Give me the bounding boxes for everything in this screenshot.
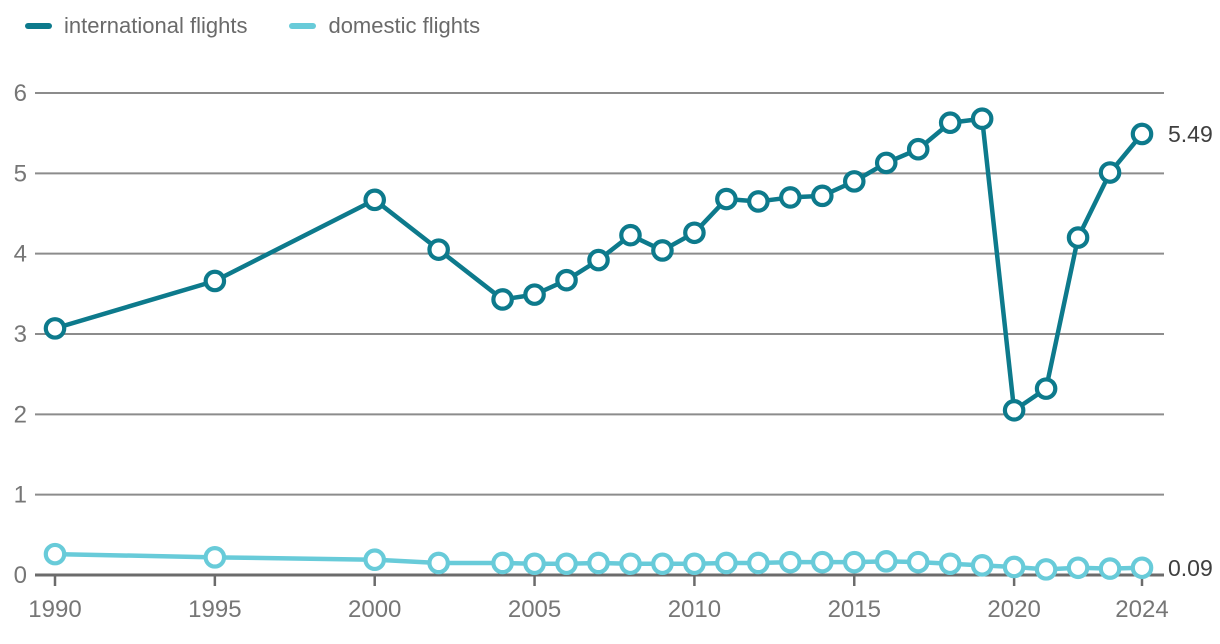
end-label-international: 5.49 [1168, 121, 1213, 147]
y-tick-label: 5 [14, 160, 27, 187]
data-point-domestic-2016 [874, 550, 898, 573]
data-point-international-2017 [906, 137, 930, 161]
y-tick-label: 2 [14, 401, 27, 428]
data-point-international-1990 [43, 317, 67, 340]
data-point-domestic-2007 [587, 551, 610, 575]
data-point-domestic-2015 [842, 550, 866, 574]
data-point-international-2013 [779, 186, 802, 209]
legend: international flights domestic flights [25, 15, 480, 37]
y-tick-label: 0 [14, 562, 27, 589]
data-point-domestic-1995 [203, 546, 227, 569]
data-point-international-2018 [938, 111, 962, 135]
data-point-international-2011 [715, 187, 738, 211]
data-point-international-2005 [523, 283, 546, 306]
data-point-domestic-2019 [970, 554, 994, 577]
x-tick-label: 2000 [348, 596, 401, 623]
data-point-domestic-2004 [491, 551, 514, 575]
x-tick-label: 2020 [987, 596, 1040, 623]
data-point-domestic-2014 [810, 550, 834, 574]
legend-item-domestic: domestic flights [289, 15, 480, 37]
data-point-domestic-2008 [619, 552, 642, 576]
x-tick-label: 2005 [508, 596, 561, 623]
data-point-domestic-2020 [1002, 555, 1026, 579]
legend-label-domestic: domestic flights [328, 13, 481, 38]
data-point-domestic-2010 [683, 552, 706, 576]
legend-line-swatch-domestic [289, 23, 317, 29]
data-point-domestic-2011 [715, 551, 738, 575]
data-point-domestic-2017 [906, 550, 930, 574]
data-point-international-2019 [970, 107, 994, 131]
y-tick-label: 6 [14, 80, 27, 107]
data-point-international-2015 [842, 170, 866, 193]
data-point-domestic-2021 [1034, 558, 1058, 581]
end-label-domestic: 0.09 [1168, 555, 1213, 581]
data-point-domestic-2013 [779, 550, 802, 574]
data-point-international-2020 [1002, 399, 1026, 422]
data-point-international-2008 [619, 223, 642, 247]
data-point-international-2009 [651, 239, 674, 262]
data-point-international-2024 [1130, 122, 1154, 146]
x-tick-label: 2010 [668, 596, 721, 623]
data-point-domestic-1990 [43, 542, 67, 566]
data-point-domestic-2006 [555, 552, 578, 576]
data-point-international-2023 [1098, 161, 1122, 184]
data-point-international-2002 [427, 238, 450, 261]
data-point-domestic-2005 [523, 552, 546, 576]
data-point-international-2006 [555, 268, 578, 292]
data-point-international-1995 [203, 269, 227, 293]
data-point-international-2004 [491, 288, 514, 311]
data-point-international-2010 [683, 221, 706, 245]
data-point-international-2014 [810, 184, 834, 208]
legend-label-international: international flights [64, 13, 248, 38]
y-tick-label: 4 [14, 241, 27, 268]
data-point-international-2016 [874, 151, 898, 175]
data-point-domestic-2012 [747, 551, 770, 575]
legend-line-swatch-international [25, 23, 52, 29]
data-point-international-2007 [587, 248, 610, 272]
data-point-domestic-2023 [1098, 557, 1122, 580]
data-point-international-2022 [1066, 226, 1090, 249]
data-point-domestic-2022 [1066, 556, 1090, 580]
data-point-international-2021 [1034, 377, 1058, 400]
data-point-international-2000 [363, 188, 387, 212]
x-tick-label: 1995 [188, 596, 241, 623]
legend-item-international: international flights [25, 15, 247, 37]
data-point-domestic-2018 [938, 552, 962, 576]
x-tick-label: 2024 [1115, 596, 1168, 623]
y-tick-label: 1 [14, 482, 27, 509]
x-tick-label: 1990 [28, 596, 81, 623]
data-point-domestic-2009 [651, 552, 674, 576]
data-point-domestic-2002 [427, 551, 450, 575]
data-point-international-2012 [747, 190, 770, 213]
data-point-domestic-2000 [363, 548, 387, 572]
data-point-domestic-2024 [1130, 556, 1154, 580]
y-tick-label: 3 [14, 321, 27, 348]
x-tick-label: 2015 [828, 596, 881, 623]
